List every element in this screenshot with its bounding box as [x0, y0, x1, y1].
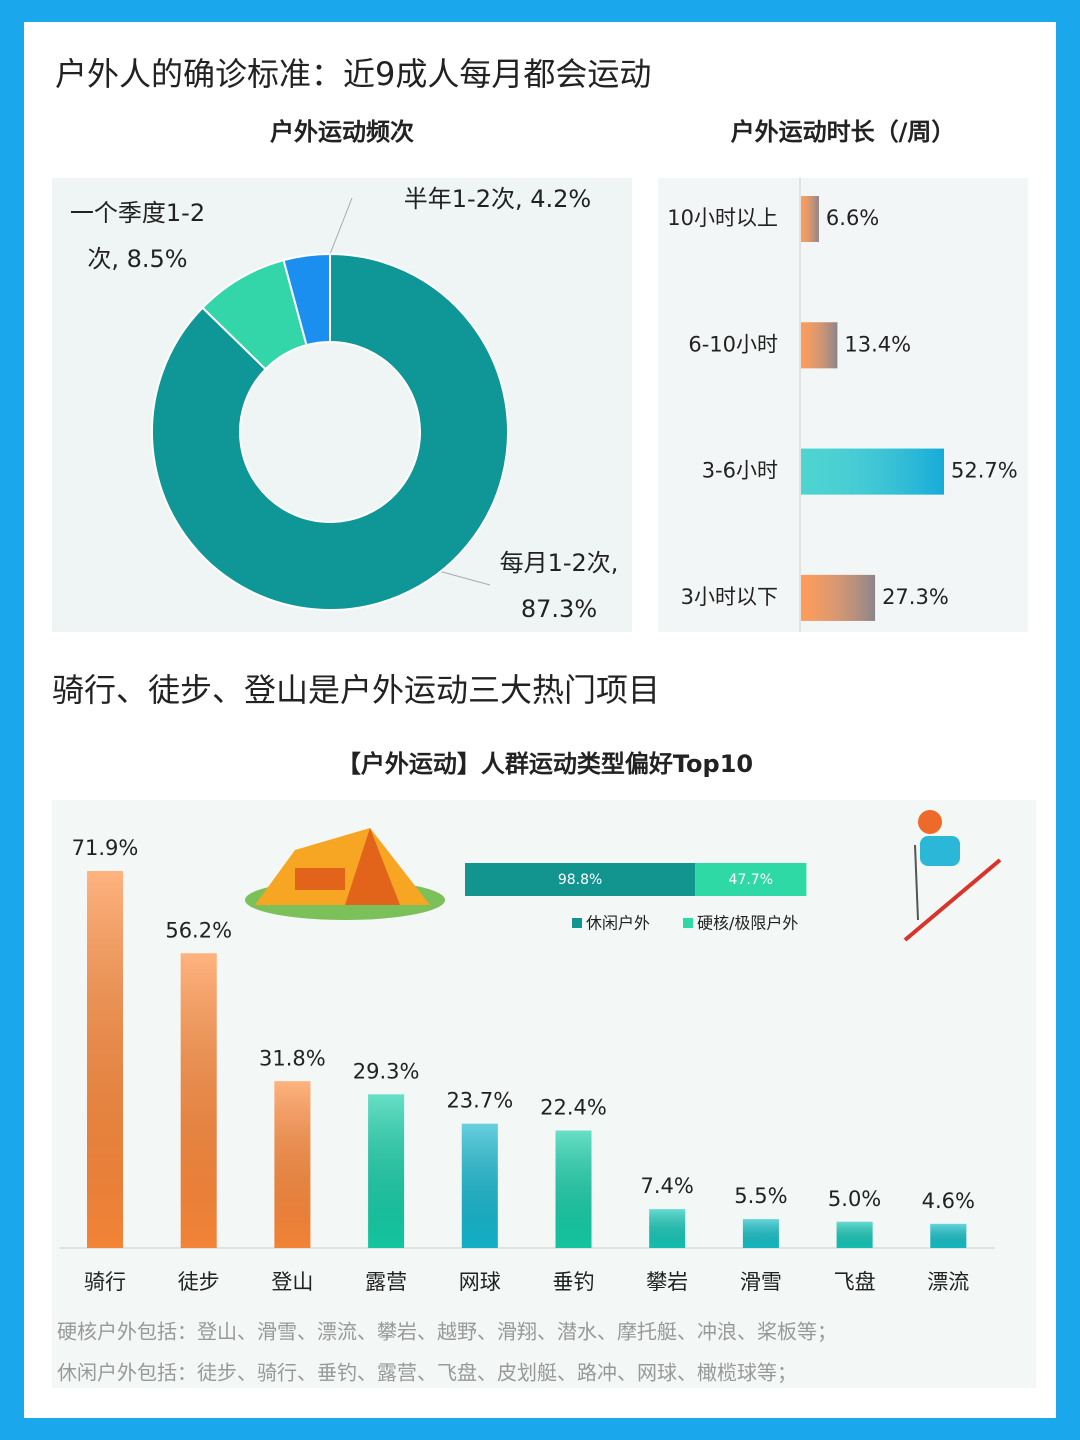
data-label: 22.4%: [540, 1096, 607, 1120]
data-label: 半年1-2次, 4.2%: [403, 185, 592, 213]
chart-title: 户外运动时长（/周）: [731, 118, 956, 146]
chart-title: 户外运动频次: [270, 118, 414, 146]
data-label: 71.9%: [72, 836, 139, 860]
bar-shade: [649, 1209, 686, 1248]
data-label: 31.8%: [259, 1046, 326, 1070]
legend-swatch: [683, 918, 693, 928]
x-tick-label: 漂流: [927, 1270, 969, 1294]
legend-label: 硬核/极限户外: [697, 914, 798, 933]
panel: [658, 178, 1028, 632]
bar-shade: [801, 322, 838, 369]
x-tick-label: 露营: [365, 1270, 407, 1294]
data-label: 4.6%: [922, 1189, 975, 1213]
bar-shade: [368, 1094, 405, 1248]
data-label: 29.3%: [353, 1059, 420, 1083]
bar-shade: [180, 953, 217, 1248]
bar-shade: [555, 1130, 592, 1248]
bar-shade: [742, 1219, 779, 1248]
x-tick-label: 攀岩: [646, 1270, 688, 1294]
bar-shade: [930, 1223, 967, 1248]
y-tick-label: 3-6小时: [702, 459, 778, 483]
bar-shade: [801, 448, 944, 495]
footnote: 硬核户外包括：登山、滑雪、漂流、攀岩、越野、滑翔、潜水、摩托艇、冲浪、桨板等；: [57, 1320, 837, 1344]
data-label: 7.4%: [641, 1174, 694, 1198]
data-label: 27.3%: [882, 585, 949, 609]
legend-swatch: [572, 918, 582, 928]
bar-shade: [461, 1123, 498, 1248]
data-label: 56.2%: [165, 918, 232, 942]
y-tick-label: 3小时以下: [681, 585, 778, 609]
heading: 户外人的确诊标准：近9成人每月都会运动: [55, 55, 651, 93]
bar-shade: [801, 196, 819, 242]
data-label: 47.7%: [729, 872, 773, 888]
x-tick-label: 飞盘: [834, 1270, 876, 1294]
donut-segment: [282, 252, 331, 347]
x-tick-label: 骑行: [84, 1270, 126, 1294]
data-label: 23.7%: [446, 1089, 513, 1113]
bar-shade: [87, 871, 123, 1248]
data-label: 52.7%: [951, 459, 1018, 483]
bar-segment: [465, 863, 696, 896]
bar-shade: [801, 574, 876, 621]
data-label: 98.8%: [558, 872, 602, 888]
legend-label: 休闲户外: [586, 914, 650, 933]
bar-segment: [695, 863, 807, 896]
chart-title: 【户外运动】人群运动类型偏好Top10: [337, 750, 753, 778]
footnote: 休闲户外包括：徒步、骑行、垂钓、露营、飞盘、皮划艇、路冲、网球、橄榄球等；: [57, 1361, 797, 1385]
skier-illustration: [903, 810, 1002, 942]
heading: 骑行、徒步、登山是户外运动三大热门项目: [52, 671, 660, 709]
x-tick-label: 网球: [459, 1270, 501, 1294]
x-tick-label: 徒步: [178, 1270, 220, 1294]
bar-shade: [836, 1221, 873, 1248]
data-label: 5.5%: [734, 1184, 787, 1208]
tent-illustration: [245, 828, 445, 920]
y-tick-label: 10小时以上: [667, 206, 778, 230]
donut-segment: [151, 252, 509, 611]
data-label: 每月1-2次, 87.3%: [499, 549, 619, 623]
y-tick-label: 6-10小时: [688, 332, 778, 356]
x-tick-label: 垂钓: [553, 1270, 595, 1294]
bar-shade: [274, 1081, 311, 1248]
data-label: 13.4%: [844, 332, 911, 356]
x-tick-label: 登山: [271, 1270, 313, 1294]
x-tick-label: 滑雪: [740, 1270, 782, 1294]
data-label: 一个季度1-2次, 8.5%: [69, 199, 206, 273]
data-label: 5.0%: [828, 1187, 881, 1211]
data-label: 6.6%: [826, 206, 879, 230]
